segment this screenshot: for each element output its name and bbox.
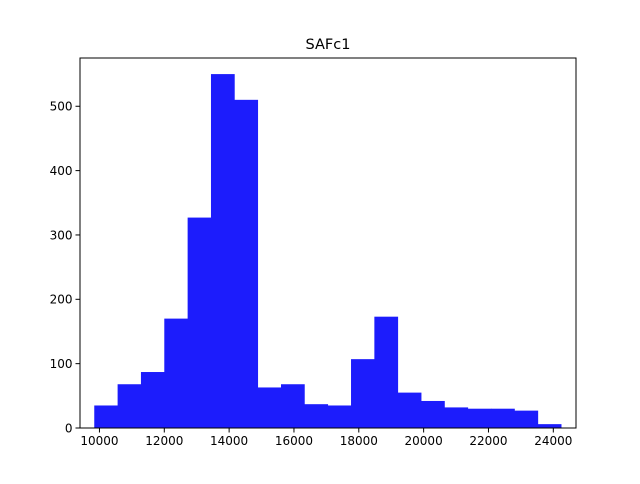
histogram-bar: [537, 424, 562, 428]
histogram-bars: [94, 74, 562, 428]
histogram-bar: [187, 217, 212, 428]
y-tick-label: 100: [50, 357, 73, 371]
x-axis: 10000 12000 14000 16000 18000 20000 22000 24000: [80, 428, 572, 448]
histogram-bar: [257, 387, 282, 428]
x-tick-label: 14000: [210, 434, 248, 448]
y-tick-label: 0: [65, 421, 73, 435]
histogram-bar: [117, 384, 142, 428]
histogram-bar: [210, 74, 235, 428]
histogram-bar: [304, 404, 329, 428]
histogram-bar: [514, 410, 539, 428]
histogram-bar: [234, 99, 259, 428]
x-tick-label: 18000: [340, 434, 378, 448]
histogram-bar: [397, 392, 422, 428]
histogram-bar: [280, 384, 305, 428]
x-tick-label: 12000: [145, 434, 183, 448]
histogram-bar: [491, 408, 515, 428]
x-tick-label: 24000: [534, 434, 572, 448]
x-tick-label: 10000: [80, 434, 118, 448]
histogram-bar: [351, 359, 375, 428]
histogram-bar: [421, 400, 445, 428]
histogram-bar: [374, 316, 399, 428]
x-tick-label: 22000: [469, 434, 507, 448]
histogram-bar: [94, 405, 118, 428]
histogram-bar: [140, 372, 165, 428]
chart-title: SAFc1: [306, 37, 351, 53]
histogram-bar: [164, 318, 189, 428]
histogram-bar: [467, 408, 492, 428]
x-tick-label: 16000: [275, 434, 313, 448]
x-tick-label: 20000: [405, 434, 443, 448]
y-tick-label: 200: [50, 293, 73, 307]
y-tick-label: 400: [50, 164, 73, 178]
y-tick-label: 500: [50, 100, 73, 114]
histogram-bar: [327, 405, 352, 428]
plot-frame: [79, 57, 577, 429]
y-axis: 0 100 200 300 400 500: [50, 100, 80, 435]
y-tick-label: 300: [50, 228, 73, 242]
histogram-bar: [444, 407, 469, 428]
